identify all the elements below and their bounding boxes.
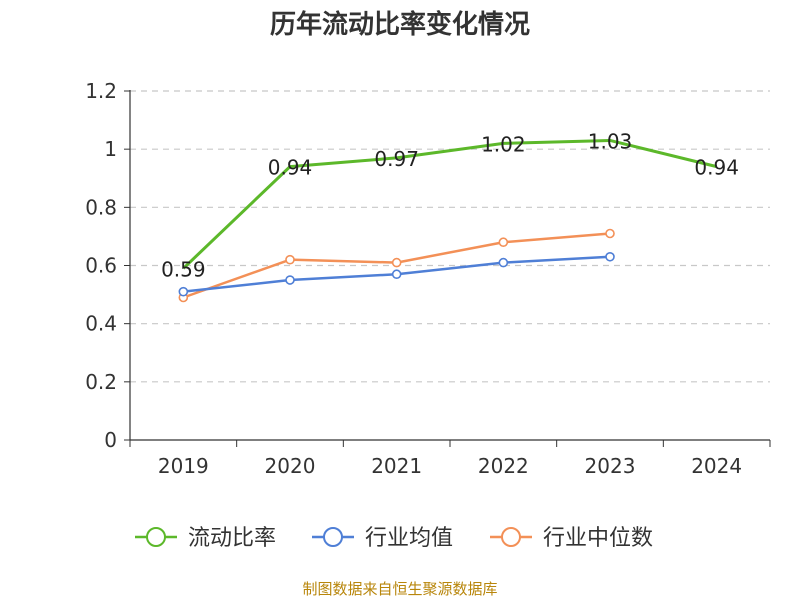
y-tick-label: 0.2 [85, 370, 117, 394]
chart-title: 历年流动比率变化情况 [270, 9, 530, 40]
y-tick-label: 0.6 [85, 254, 117, 278]
y-tick-label: 1 [104, 137, 117, 161]
legend-marker [146, 527, 166, 547]
series-point [498, 237, 509, 248]
series-point [285, 254, 295, 265]
y-tick-label: 1.2 [85, 79, 117, 103]
series-point [391, 257, 402, 268]
series-point [605, 251, 615, 262]
legend-label: 流动比率 [188, 526, 276, 551]
x-tick-label: 2024 [691, 454, 742, 478]
series-point [285, 275, 295, 285]
axes: 0 0.2 0.4 0.6 0.8 1 1.2 2019 2020 2021 2022 2023 202… [85, 79, 771, 478]
data-label: 0.59 [161, 257, 206, 281]
source-note: 制图数据来自恒生聚源数据库 [302, 580, 497, 598]
series-line-0 [182, 138, 718, 270]
series-point [605, 228, 615, 239]
data-label: 0.94 [694, 156, 739, 180]
legend-marker [323, 527, 343, 547]
y-tick-label: 0 [104, 428, 117, 452]
legend-label: 行业均值 [365, 526, 453, 551]
legend-marker [501, 527, 521, 547]
series-point [178, 286, 189, 297]
series-point [391, 269, 402, 280]
series-group [178, 138, 718, 303]
data-label: 0.97 [374, 147, 419, 171]
x-tick-label: 2023 [585, 454, 636, 478]
data-labels: 0.59 0.94 0.97 1.02 1.03 0.94 [161, 129, 739, 281]
legend-item-2[interactable]: 行业中位数 [490, 526, 653, 551]
data-label: 1.02 [481, 132, 526, 156]
x-tick-label: 2022 [478, 454, 529, 478]
y-tick-label: 0.8 [85, 195, 117, 219]
legend-item-1[interactable]: 行业均值 [312, 526, 453, 551]
data-label: 1.03 [588, 129, 633, 153]
grid-lines [130, 90, 770, 383]
legend[interactable]: 流动比率 行业均值 行业中位数 [135, 526, 653, 551]
x-tick-label: 2021 [371, 454, 422, 478]
x-tick-label: 2020 [265, 454, 316, 478]
legend-label: 行业中位数 [543, 526, 653, 551]
series-point [498, 257, 509, 268]
y-tick-label: 0.4 [85, 312, 117, 336]
legend-item-0[interactable]: 流动比率 [135, 526, 276, 551]
data-label: 0.94 [268, 156, 313, 180]
x-tick-label: 2019 [158, 454, 209, 478]
